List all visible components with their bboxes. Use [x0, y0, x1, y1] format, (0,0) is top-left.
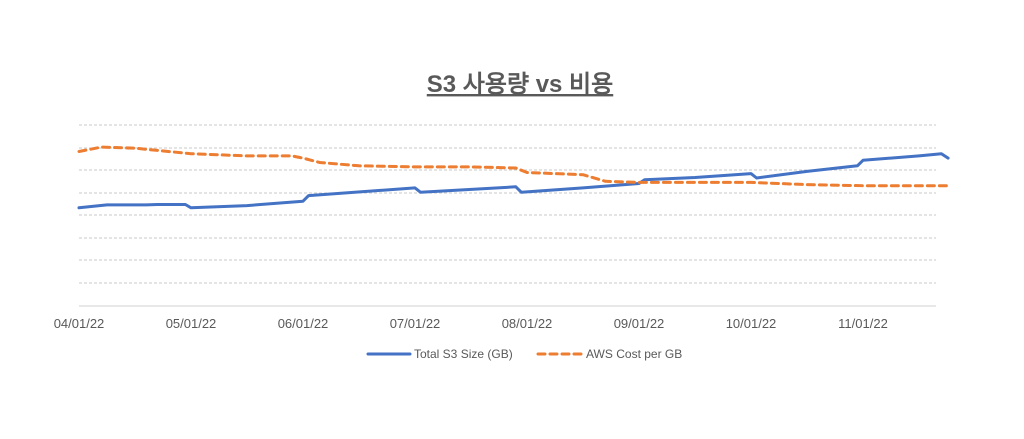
x-tick-label: 04/01/22: [54, 316, 105, 331]
legend-label: Total S3 Size (GB): [414, 347, 513, 361]
x-tick-label: 11/01/22: [838, 316, 888, 331]
series-line-1: [77, 145, 950, 188]
chart-title: S3 사용량 vs 비용: [427, 71, 613, 98]
x-tick-label: 08/01/22: [502, 316, 553, 331]
gridlines: [79, 124, 936, 284]
legend-label: AWS Cost per GB: [586, 347, 682, 361]
x-axis: 04/01/22 05/01/22 06/01/22 07/01/22 08/01/22…: [54, 305, 936, 331]
x-tick-label: 05/01/22: [166, 316, 217, 331]
x-tick-label: 06/01/22: [278, 316, 329, 331]
series-line-0: [77, 152, 950, 210]
legend: Total S3 Size (GB) AWS Cost per GB: [366, 347, 682, 361]
series-lines: [77, 145, 950, 210]
x-tick-label: 07/01/22: [390, 316, 441, 331]
x-tick-label: 10/01/22: [726, 316, 777, 331]
x-tick-label: 09/01/22: [614, 316, 665, 331]
